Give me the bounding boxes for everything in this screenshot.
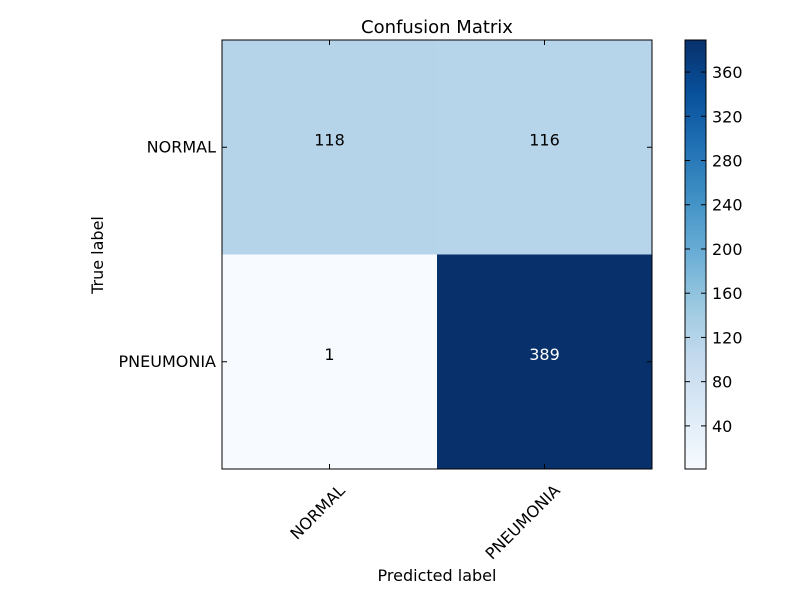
heatmap-cell: [437, 40, 653, 255]
heatmap-cells: [222, 40, 653, 470]
heatmap-cell: [437, 254, 653, 470]
colorbar-tick-label: 160: [712, 284, 743, 303]
x-axis-label: Predicted label: [378, 566, 497, 585]
y-tick-label: NORMAL: [147, 137, 216, 156]
cell-value-label: 116: [529, 130, 560, 149]
colorbar-tick-label: 240: [712, 196, 743, 215]
colorbar-tick-label: 280: [712, 152, 743, 171]
cell-value-label: 389: [529, 345, 560, 364]
cell-value-label: 118: [314, 130, 345, 149]
y-axis-ticks: NORMAL PNEUMONIA: [119, 137, 652, 371]
cell-value-label: 1: [324, 345, 334, 364]
colorbar-tick-label: 80: [712, 373, 732, 392]
heatmap-cell: [222, 254, 438, 470]
heatmap-cell: [222, 40, 438, 255]
y-tick-label: PNEUMONIA: [119, 352, 217, 371]
plot-frame: [221, 39, 653, 470]
heatmap-cell-labels: 118 116 1 389: [314, 130, 560, 364]
colorbar-tick-label: 360: [712, 63, 743, 82]
colorbar-ticks: 40 80 120 160 200 240 280 320 360: [685, 63, 743, 436]
chart-title: Confusion Matrix: [361, 17, 513, 38]
colorbar-tick-label: 200: [712, 240, 743, 259]
colorbar-tick-label: 40: [712, 417, 732, 436]
colorbar-tick-label: 320: [712, 107, 743, 126]
x-tick-label: NORMAL: [286, 481, 349, 544]
x-tick-label: PNEUMONIA: [481, 481, 563, 563]
colorbar: [684, 39, 707, 470]
colorbar-tick-label: 120: [712, 328, 743, 347]
y-axis-label: True label: [88, 216, 107, 295]
